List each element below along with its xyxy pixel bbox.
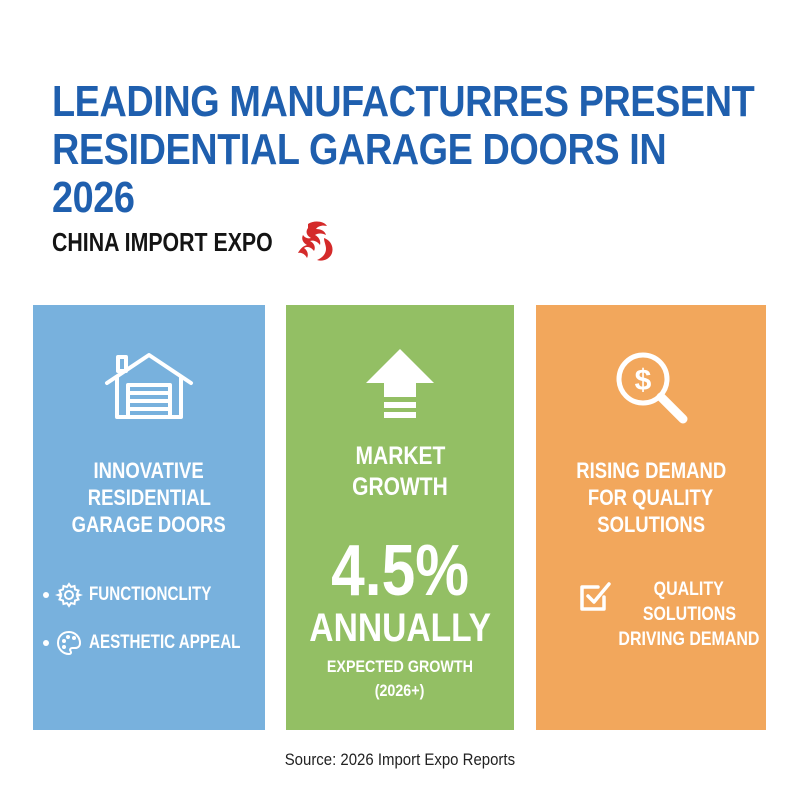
demand-heading: RISING DEMAND FOR QUALITY SOLUTIONS	[536, 457, 766, 538]
growth-panel: MARKET GROWTH 4.5% ANNUALLY EXPECTED GRO…	[286, 305, 514, 730]
heading-line: GARAGE DOORS	[71, 512, 227, 537]
growth-period: ANNUALLY	[286, 608, 514, 648]
svg-text:$: $	[635, 364, 652, 397]
demand-panel: $ RISING DEMAND FOR QUALITY SOLUTIONS QU…	[536, 305, 766, 730]
growth-note: EXPECTED GROWTH (2026+)	[286, 655, 514, 703]
event-name: CHINA IMPORT EXPO	[52, 226, 273, 257]
list-item: FUNCTIONCLITY	[43, 577, 278, 613]
source-text: Source: 2026 Import Expo Reports	[284, 750, 516, 769]
title-line: LEADING MANUFACTURRES PRESENT	[52, 77, 755, 126]
dollar-search-icon: $	[616, 352, 688, 424]
period-label: ANNUALLY	[309, 606, 491, 650]
list-item: AESTHETIC APPEAL	[43, 625, 278, 661]
feature-label: FUNCTIONCLITY	[89, 584, 212, 605]
heading-line: RESIDENTIAL	[87, 485, 211, 510]
dragon-icon	[298, 221, 333, 261]
up-arrow-icon	[366, 349, 434, 418]
heading-line: INNOVATIVE	[93, 458, 205, 483]
text-line: QUALITY	[653, 579, 725, 600]
subtitle-row: CHINA IMPORT EXPO	[52, 218, 338, 266]
title-line: 2026	[52, 173, 135, 222]
heading-line: MARKET	[355, 442, 445, 470]
title-line: RESIDENTIAL GARAGE DOORS IN	[52, 125, 667, 174]
bullet	[43, 640, 49, 646]
feature-list: FUNCTIONCLITY AESTHETIC APPEAL	[43, 577, 278, 673]
heading-line: GROWTH	[352, 473, 448, 501]
heading-line: SOLUTIONS	[597, 512, 705, 537]
growth-heading: MARKET GROWTH	[286, 441, 514, 503]
innovative-panel: INNOVATIVE RESIDENTIAL GARAGE DOORS FUNC…	[33, 305, 265, 730]
innovative-heading: INNOVATIVE RESIDENTIAL GARAGE DOORS	[33, 457, 265, 538]
note-line: (2026+)	[375, 681, 425, 700]
palette-icon	[56, 630, 82, 656]
heading-line: FOR QUALITY	[588, 485, 714, 510]
text-line: SOLUTIONS	[642, 604, 736, 625]
checkbox-icon	[580, 582, 611, 611]
bullet	[43, 592, 49, 598]
text-line: DRIVING DEMAND	[618, 629, 760, 650]
demand-text: QUALITY SOLUTIONS DRIVING DEMAND	[604, 577, 774, 652]
growth-percent: 4.5%	[331, 531, 469, 611]
gear-icon	[55, 582, 83, 608]
page-title: LEADING MANUFACTURRES PRESENT RESIDENTIA…	[52, 77, 755, 222]
note-line: EXPECTED GROWTH	[326, 657, 473, 676]
heading-line: RISING DEMAND	[576, 458, 726, 483]
growth-value: 4.5%	[286, 535, 514, 607]
feature-label: AESTHETIC APPEAL	[89, 632, 241, 653]
garage-icon	[105, 353, 193, 419]
source-note: Source: 2026 Import Expo Reports	[0, 750, 800, 770]
